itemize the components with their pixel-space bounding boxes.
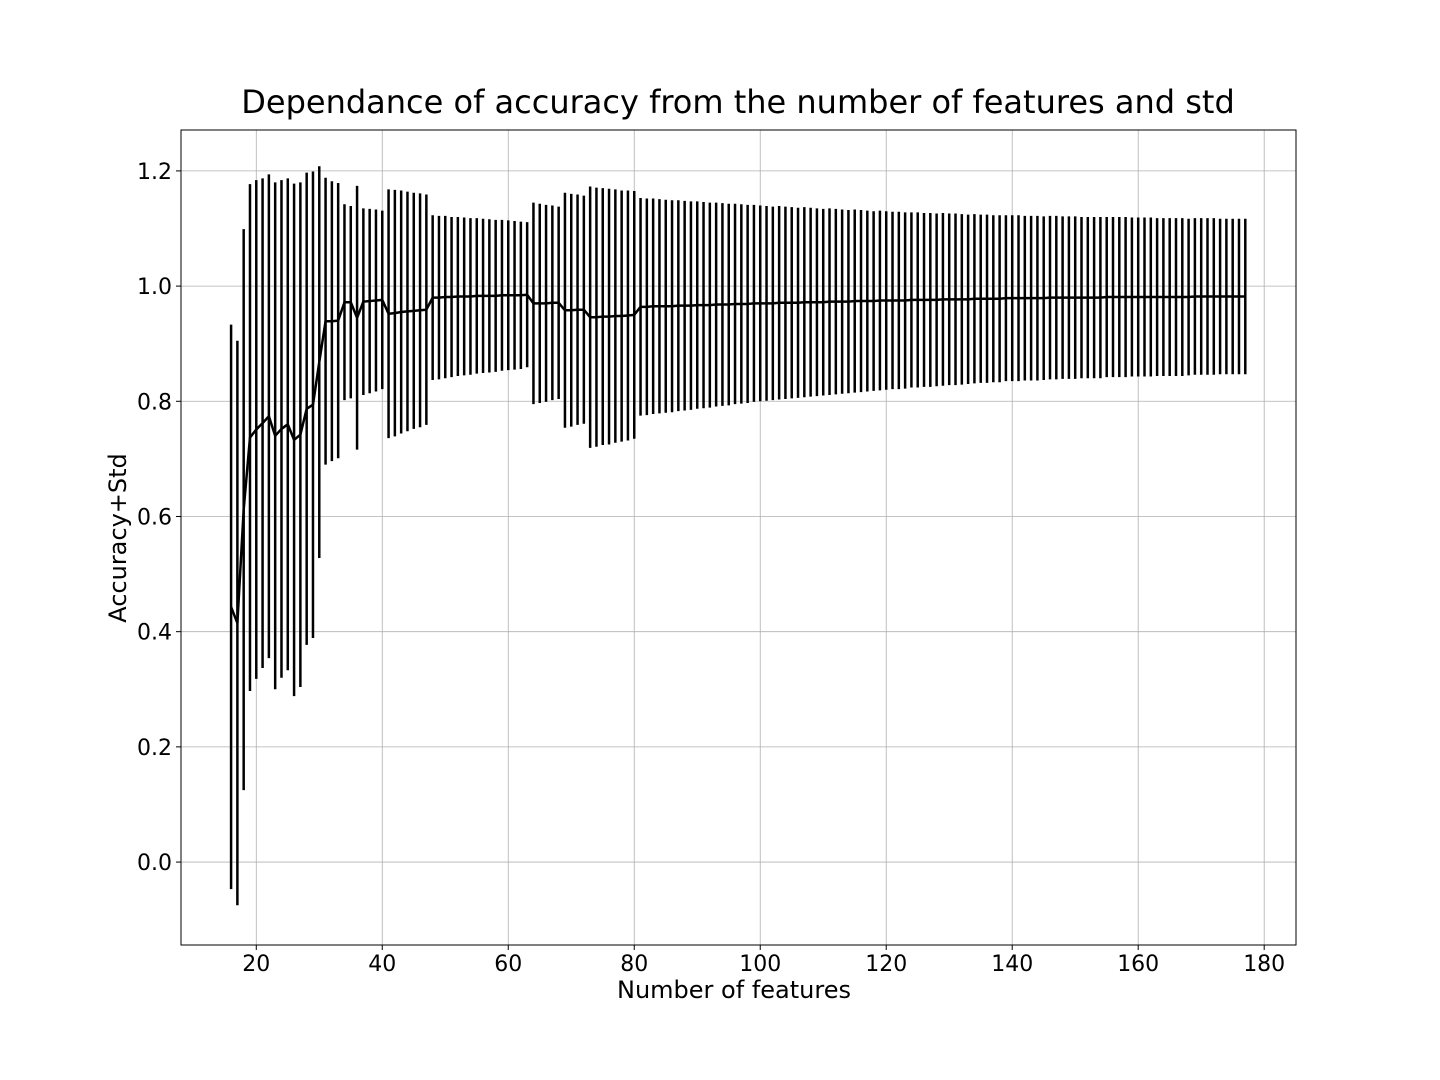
- y-tick-label: 1.2: [137, 160, 172, 185]
- y-tick-label: 0.4: [137, 621, 172, 646]
- y-tick-label: 0.0: [137, 851, 172, 876]
- x-tick-label: 80: [620, 952, 648, 977]
- plot-frame: [180, 129, 1297, 946]
- y-axis-label: Accuracy+Std: [104, 453, 132, 623]
- x-axis-label: Number of features: [617, 976, 851, 1004]
- x-tick-label: 180: [1243, 952, 1285, 977]
- x-tick-label: 160: [1117, 952, 1159, 977]
- x-tick-label: 20: [242, 952, 270, 977]
- x-tick-label: 60: [494, 952, 522, 977]
- y-tick-label: 1.0: [137, 275, 172, 300]
- y-tick-label: 0.6: [137, 505, 172, 530]
- y-tick-label: 0.2: [137, 736, 172, 761]
- x-tick-label: 120: [865, 952, 907, 977]
- x-tick-label: 140: [991, 952, 1033, 977]
- chart-title: Dependance of accuracy from the number o…: [241, 83, 1235, 121]
- x-tick-label: 40: [368, 952, 396, 977]
- mean-line: [229, 293, 1246, 625]
- x-tick-label: 100: [739, 952, 781, 977]
- y-tick-label: 0.8: [137, 390, 172, 415]
